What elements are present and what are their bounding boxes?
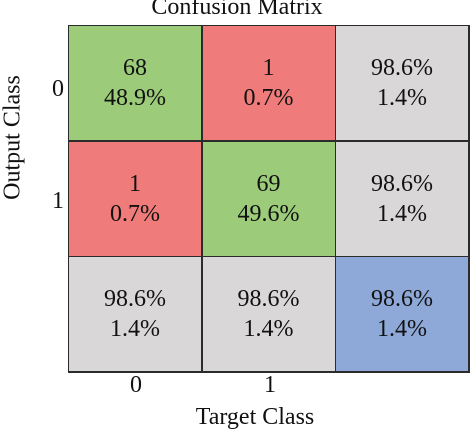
matrix-cell-r0-c1: 1 0.7% (202, 26, 335, 140)
cell-percent: 0.7% (243, 85, 294, 111)
cell-value: 98.6% (371, 55, 433, 81)
cell-value: 98.6% (104, 286, 166, 312)
matrix-cell-r2-c2: 98.6% 1.4% (336, 257, 468, 371)
matrix-cell-r0-c2: 98.6% 1.4% (336, 26, 468, 140)
cell-value: 98.6% (371, 170, 433, 197)
matrix-cell-r1-c0: 1 0.7% (69, 141, 201, 256)
cell-percent: 0.7% (110, 200, 160, 227)
cell-value: 68 (123, 55, 147, 81)
matrix-cell-r0-c0: 68 48.9% (69, 26, 201, 140)
y-axis-label: Output Class (0, 75, 26, 200)
y-tick-0: 0 (52, 76, 64, 102)
cell-percent: 49.6% (237, 200, 300, 227)
cell-value: 69 (256, 170, 281, 197)
matrix-cell-r2-c0: 98.6% 1.4% (69, 257, 201, 371)
matrix-grid: 68 48.9% 1 0.7% 98.6% 1.4% 1 0.7% 69 49.6% 98.6% 1.… (68, 25, 470, 373)
cell-percent: 1.4% (243, 316, 294, 342)
matrix-cell-r1-c1: 69 49.6% (202, 141, 335, 256)
cell-value: 98.6% (237, 286, 300, 312)
x-tick-1: 1 (264, 372, 276, 398)
matrix-cell-r1-c2: 98.6% 1.4% (336, 141, 468, 256)
cell-percent: 1.4% (377, 200, 427, 227)
cell-percent: 1.4% (377, 316, 427, 342)
cell-percent: 1.4% (110, 316, 160, 342)
cell-value: 98.6% (371, 286, 433, 312)
matrix-cell-r2-c1: 98.6% 1.4% (202, 257, 335, 371)
cell-percent: 1.4% (377, 85, 427, 111)
x-tick-0: 0 (130, 372, 142, 398)
cell-percent: 48.9% (104, 85, 166, 111)
chart-title: Confusion Matrix (151, 0, 323, 20)
cell-value: 1 (262, 55, 275, 81)
y-tick-1: 1 (52, 188, 64, 214)
x-axis-label: Target Class (195, 404, 315, 430)
cell-value: 1 (129, 170, 141, 197)
